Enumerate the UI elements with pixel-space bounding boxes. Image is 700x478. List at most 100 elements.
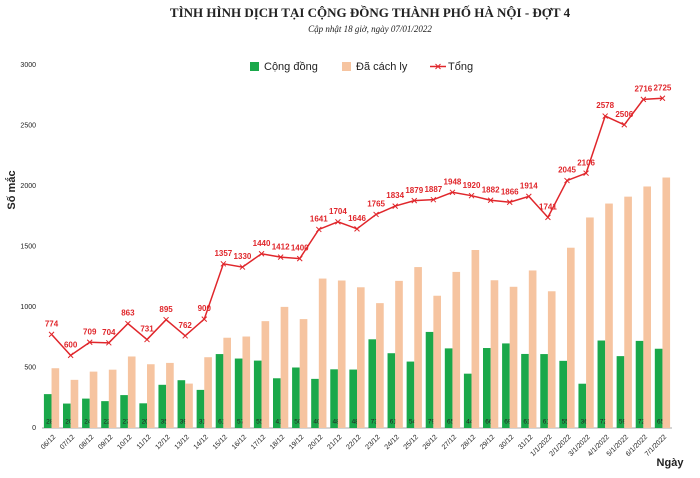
bar — [547, 291, 556, 428]
chart-subtitle: Cập nhật 18 giờ, ngày 07/01/2022 — [308, 24, 432, 34]
line-marker — [125, 320, 131, 327]
point-value-label: 2106 — [577, 158, 595, 167]
point-value-label: 1330 — [234, 252, 252, 261]
line-marker — [640, 96, 647, 103]
x-tick-label: 29/12 — [479, 434, 496, 451]
line-marker — [67, 352, 74, 359]
bar — [253, 360, 262, 428]
bar — [101, 401, 109, 428]
bar — [196, 389, 205, 428]
bar — [567, 247, 575, 428]
line-marker — [430, 196, 437, 203]
y-tick-label: 1000 — [20, 304, 36, 311]
bar — [624, 196, 632, 428]
line-marker — [258, 250, 265, 257]
bar — [444, 348, 453, 428]
bar — [280, 306, 289, 428]
point-value-label: 1357 — [214, 249, 232, 258]
bar — [242, 336, 251, 428]
bar — [82, 398, 90, 428]
point-value-label: 1440 — [253, 239, 271, 248]
x-tick-label: 12/12 — [154, 434, 171, 451]
point-value-label: 1741 — [539, 202, 557, 211]
bar — [616, 356, 625, 428]
bar — [586, 217, 594, 428]
bar — [185, 383, 193, 428]
bar — [597, 340, 606, 428]
x-tick-label: 14/12 — [193, 434, 210, 451]
legend-swatch — [435, 63, 441, 70]
line-marker — [239, 264, 246, 270]
bar — [463, 373, 472, 428]
bar — [376, 303, 384, 428]
y-tick-label: 3000 — [20, 62, 36, 69]
line-marker — [182, 332, 189, 339]
line-marker — [468, 192, 475, 199]
bar — [349, 369, 357, 428]
bar — [528, 270, 537, 428]
chart-title: TÌNH HÌNH DỊCH TẠI CỘNG ĐỒNG THÀNH PHỐ H… — [170, 5, 571, 20]
line-marker — [525, 193, 532, 200]
bar — [215, 354, 224, 428]
point-value-label: 1914 — [520, 182, 538, 191]
line-marker — [220, 260, 227, 267]
point-value-label: 731 — [140, 325, 154, 334]
bar — [261, 321, 270, 428]
line-marker — [564, 177, 570, 184]
point-value-label: 1887 — [424, 185, 442, 194]
line-marker — [296, 255, 303, 262]
x-tick-label: 09/12 — [97, 434, 114, 451]
point-value-label: 1400 — [291, 244, 309, 253]
x-tick-label: 19/12 — [288, 434, 305, 451]
bar — [425, 331, 434, 428]
legend-swatch — [342, 62, 351, 71]
x-tick-label: 08/12 — [78, 434, 95, 451]
point-value-label: 2725 — [654, 83, 672, 92]
line-marker — [602, 113, 609, 119]
line-marker — [449, 189, 456, 196]
bar — [204, 357, 212, 428]
x-tick-label: 22/12 — [345, 434, 362, 451]
bar — [540, 354, 548, 428]
point-value-label: 1834 — [386, 191, 404, 200]
bar — [70, 379, 79, 428]
bar — [318, 278, 327, 428]
bar — [177, 380, 186, 428]
bar — [509, 286, 518, 428]
point-value-label: 762 — [179, 321, 193, 330]
x-tick-label: 27/12 — [441, 434, 458, 451]
point-value-label: 1412 — [272, 242, 290, 251]
line-marker — [506, 199, 513, 206]
point-value-label: 1879 — [405, 186, 423, 195]
point-value-label: 600 — [64, 341, 78, 350]
point-value-label: 2045 — [558, 166, 576, 175]
bar — [654, 348, 663, 428]
x-tick-label: 07/12 — [59, 434, 76, 451]
bar — [158, 384, 167, 428]
x-tick-label: 31/12 — [517, 434, 534, 451]
point-value-label: 709 — [83, 327, 97, 336]
point-value-label: 704 — [102, 328, 116, 337]
line-marker — [86, 339, 93, 346]
line-marker — [621, 121, 628, 128]
x-tick-label: 16/12 — [231, 434, 248, 451]
bar — [643, 186, 651, 428]
bar — [605, 203, 613, 428]
line-marker — [354, 225, 360, 232]
line-marker — [583, 170, 589, 177]
x-tick-label: 26/12 — [422, 434, 439, 451]
point-value-label: 774 — [45, 319, 59, 328]
point-value-label: 900 — [198, 304, 212, 313]
legend-label: Tổng — [448, 61, 473, 73]
bar — [292, 367, 300, 428]
y-tick-label: 2000 — [20, 183, 36, 190]
x-tick-label: 30/12 — [498, 434, 515, 451]
bar — [387, 353, 396, 428]
line-marker — [487, 197, 494, 204]
y-tick-label: 1500 — [20, 243, 36, 250]
x-tick-label: 06/12 — [40, 434, 57, 451]
legend-label: Đã cách ly — [356, 61, 408, 73]
x-tick-label: 18/12 — [269, 434, 286, 451]
x-tick-label: 11/12 — [136, 434, 153, 451]
